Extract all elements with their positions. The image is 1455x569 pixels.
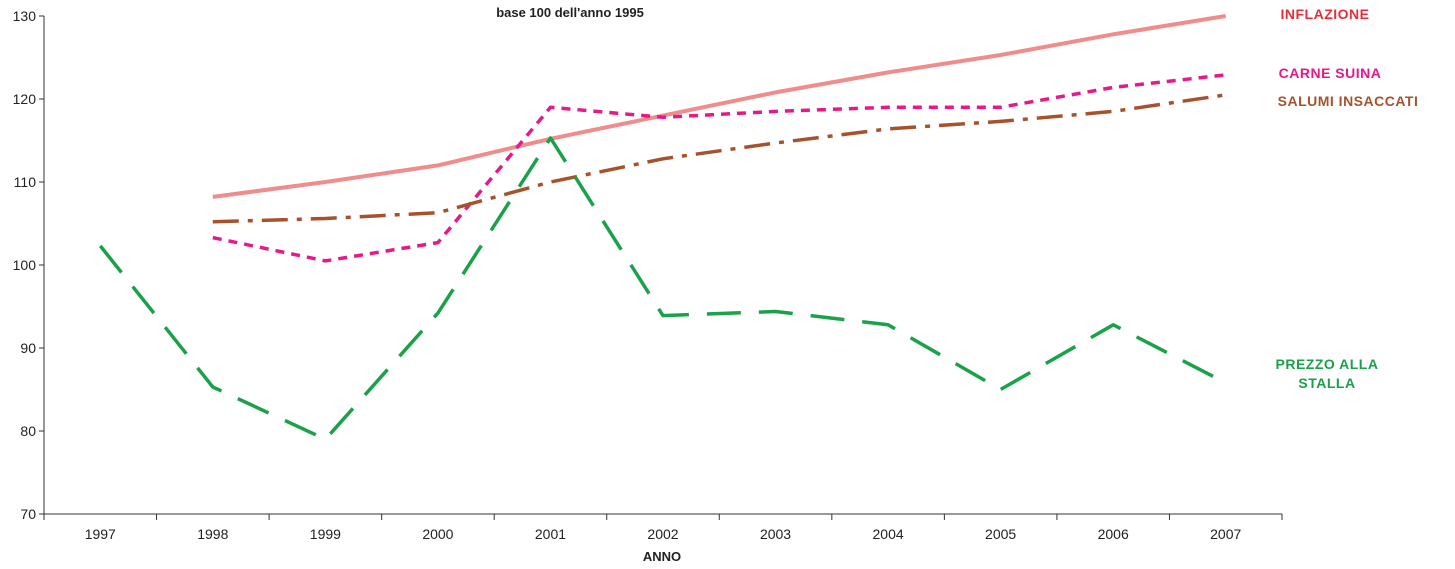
x-tick-label: 1997 — [85, 526, 116, 542]
x-tick-label: 1999 — [310, 526, 341, 542]
series-label-3: SALUMI INSACCATI — [1278, 93, 1419, 109]
series-line-3 — [212, 93, 1226, 224]
series-label-line: CARNE SUINA — [1279, 65, 1382, 81]
y-tick-label: 110 — [14, 174, 37, 190]
axes: 70 80 90 100 110 120 130 1997 1998 1999 2000 2001 20… — [13, 8, 1283, 542]
chart-subtitle: base 100 dell'anno 1995 — [496, 5, 644, 20]
y-tick-label: 70 — [20, 506, 36, 522]
x-tick-label: 2000 — [422, 526, 453, 542]
series-line-4 — [98, 136, 1227, 442]
series-label-4: PREZZO ALLA STALLA — [1276, 356, 1379, 391]
series-line-2 — [212, 73, 1226, 263]
x-tick-label: 2003 — [760, 526, 791, 542]
y-tick-label: 90 — [20, 340, 36, 356]
y-tick-label: 80 — [20, 423, 36, 439]
y-tick-label: 120 — [13, 91, 37, 107]
y-tick-label: 100 — [13, 257, 37, 273]
series-label-2: CARNE SUINA — [1279, 65, 1382, 81]
y-tick-label: 130 — [13, 8, 37, 24]
x-tick-label: 2001 — [535, 526, 566, 542]
series-lines — [98, 14, 1227, 442]
x-tick-label: 2002 — [647, 526, 678, 542]
series-label-1: INFLAZIONE — [1281, 6, 1370, 22]
x-tick-label: 2006 — [1098, 526, 1129, 542]
series-labels: INFLAZIONE CARNE SUINA SALUMI INSACCATI PRE… — [1276, 6, 1419, 391]
x-tick-label: 1998 — [197, 526, 228, 542]
x-axis-title: ANNO — [643, 549, 681, 564]
x-tick-label: 2007 — [1210, 526, 1241, 542]
series-label-line: SALUMI INSACCATI — [1278, 93, 1419, 109]
series-label-line: STALLA — [1298, 375, 1355, 391]
x-tick-label: 2004 — [873, 526, 904, 542]
x-tick-label: 2005 — [985, 526, 1016, 542]
series-line-1 — [212, 14, 1227, 199]
series-label-line: PREZZO ALLA — [1276, 356, 1379, 372]
series-label-line: INFLAZIONE — [1281, 6, 1370, 22]
